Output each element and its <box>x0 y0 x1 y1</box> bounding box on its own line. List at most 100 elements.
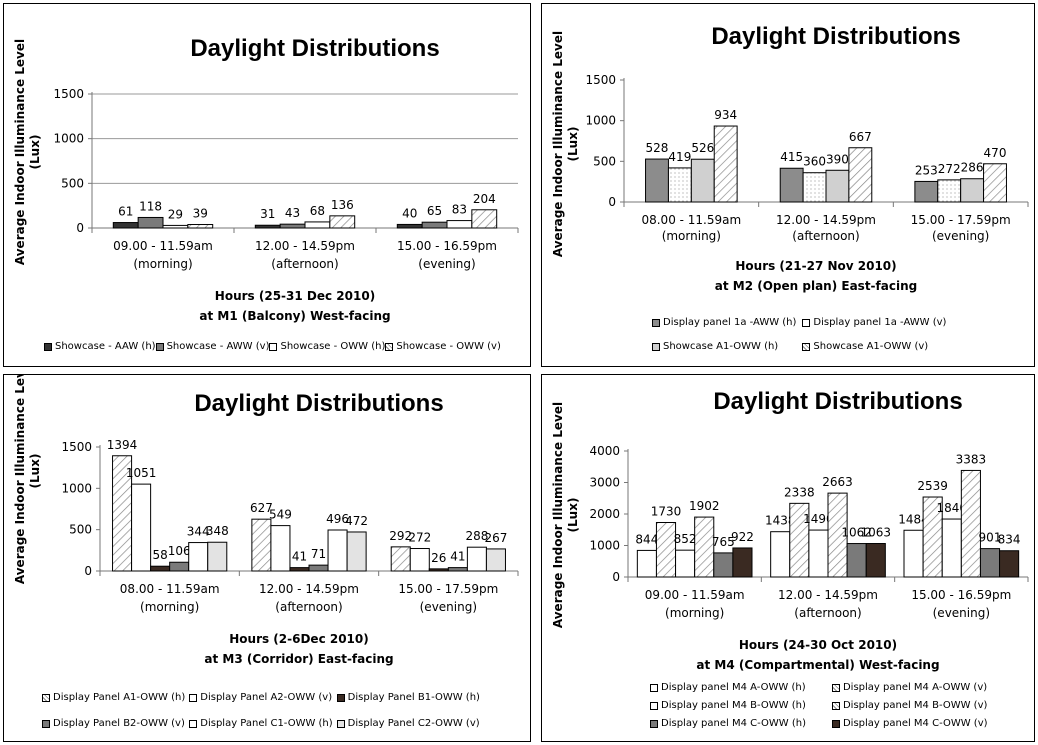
data-label: 204 <box>473 192 496 206</box>
data-label: 390 <box>826 152 849 166</box>
data-label: 348 <box>206 524 229 538</box>
legend-m4: Display panel M4 A-OWW (h) Display panel … <box>650 679 988 733</box>
legend-item: Display panel M4 C-OWW (h) <box>650 715 806 733</box>
legend-label: Showcase A1-OWW (h) <box>663 341 779 352</box>
data-label: 29 <box>168 207 183 221</box>
data-label: 68 <box>310 204 325 218</box>
legend-item: Display panel 1a -AWW (v) <box>802 314 946 332</box>
bar <box>466 546 487 572</box>
x-axis-title: Hours (25-31 Dec 2010) <box>215 289 375 303</box>
bar <box>713 125 738 203</box>
bar <box>270 525 291 572</box>
bar <box>485 548 506 572</box>
bar <box>655 522 677 578</box>
bar <box>846 543 867 578</box>
y-tick-label: 1500 <box>585 73 616 87</box>
chart-title: Daylight Distributions <box>711 23 960 50</box>
data-label: 419 <box>668 150 691 164</box>
chart-panel-m2: Daylight Distributions Average Indoor Ill… <box>541 3 1035 367</box>
y-tick-label: 0 <box>612 570 620 584</box>
data-label: 65 <box>427 204 442 218</box>
bar <box>960 469 981 578</box>
x-axis-title: at M1 (Balcony) West-facing <box>199 309 390 323</box>
data-label: 286 <box>961 161 984 175</box>
bar <box>694 516 715 578</box>
bar <box>409 548 430 572</box>
data-label: 39 <box>193 207 208 221</box>
x-tick-label: (evening) <box>933 606 990 620</box>
x-tick-label: 12.00 - 14.59pm <box>259 582 359 596</box>
data-label: 1063 <box>861 526 892 540</box>
legend-swatch <box>831 720 840 728</box>
data-label: 1490 <box>803 512 834 526</box>
bar <box>471 209 498 229</box>
bar <box>827 492 848 578</box>
data-label: 1902 <box>689 499 720 513</box>
chart-m3: Daylight Distributions Average Indoor Ill… <box>13 375 519 666</box>
legend-item: Display panel M4 A-OWW (v) <box>831 679 988 697</box>
data-label: 3383 <box>956 452 987 466</box>
bar <box>675 549 696 578</box>
legend-swatch <box>650 702 658 710</box>
y-tick-label: 500 <box>61 176 84 190</box>
data-label: 2338 <box>784 485 815 499</box>
legend-swatch <box>652 343 660 351</box>
x-axis-title: Hours (2-6Dec 2010) <box>229 632 369 646</box>
data-label: 71 <box>311 547 326 561</box>
y-tick-label: 1000 <box>585 114 616 128</box>
x-tick-label: (afternoon) <box>792 229 859 243</box>
y-tick-label: 0 <box>84 564 92 578</box>
legend-swatch <box>42 720 50 728</box>
bar <box>187 224 214 229</box>
data-label: 1051 <box>126 466 157 480</box>
x-tick-label: (morning) <box>140 600 199 614</box>
bar <box>251 518 272 572</box>
legend-swatch <box>802 343 811 351</box>
y-tick-label: 0 <box>76 221 84 235</box>
bar <box>289 567 310 572</box>
data-label: 61 <box>118 205 133 219</box>
chart-title: Daylight Distributions <box>713 388 962 415</box>
data-label: 1438 <box>765 514 796 528</box>
legend-swatch <box>155 343 164 351</box>
bar <box>999 550 1020 578</box>
data-label: 2663 <box>822 475 853 489</box>
bar <box>327 529 348 572</box>
bar <box>645 158 669 203</box>
data-label: 118 <box>139 199 162 213</box>
legend-m3: Display Panel A1-OWW (h) Display Panel A2… <box>42 689 480 733</box>
y-tick-label: 0 <box>608 195 616 209</box>
x-tick-label: 15.00 - 17.59pm <box>911 213 1011 227</box>
legend-swatch <box>652 319 660 327</box>
bar <box>802 172 827 203</box>
legend-label: Display panel 1a -AWW (v) <box>813 317 947 328</box>
legend-label: Display panel M4 C-OWW (v) <box>842 718 988 729</box>
x-tick-label: 15.00 - 16.59pm <box>397 239 497 253</box>
data-label: 1394 <box>107 438 138 452</box>
chart-m4: Daylight Distributions Average Indoor Ill… <box>551 388 1029 672</box>
legend-label: Showcase - OWW (h) <box>280 341 386 352</box>
data-label: 31 <box>260 207 275 221</box>
legend-item: Display Panel A1-OWW (h) <box>42 689 185 707</box>
x-tick-label: (afternoon) <box>275 600 342 614</box>
data-label: 272 <box>938 162 961 176</box>
bar <box>428 568 449 572</box>
data-label: 1730 <box>651 505 682 519</box>
data-label: 526 <box>691 141 714 155</box>
legend-label: Display panel M4 C-OWW (h) <box>661 718 806 729</box>
data-label: 58 <box>153 548 168 562</box>
chart-m1: Daylight Distributions Average Indoor Ill… <box>13 35 519 323</box>
y-tick-label: 3000 <box>589 476 620 490</box>
legend-label: Display panel M4 A-OWW (h) <box>661 682 806 693</box>
y-tick-label: 1500 <box>53 87 84 101</box>
bar <box>279 223 306 229</box>
bar <box>304 221 331 229</box>
data-label: 415 <box>780 150 803 164</box>
legend-item: Showcase - AAW (h) <box>44 338 156 356</box>
x-axis-title: Hours (21-27 Nov 2010) <box>735 259 896 273</box>
bar <box>937 179 962 203</box>
legend-label: Display Panel A1-OWW (h) <box>53 692 186 703</box>
legend-label: Showcase A1-OWW (v) <box>813 341 929 352</box>
data-label: 901 <box>979 531 1002 545</box>
legend-item: Display Panel B2-OWW (v) <box>42 715 185 733</box>
